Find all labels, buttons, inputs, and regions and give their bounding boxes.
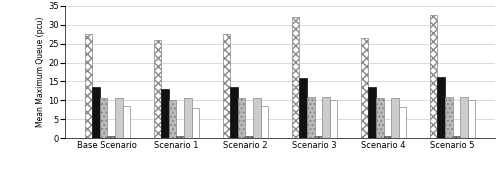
- Bar: [368, 87, 376, 138]
- Bar: [161, 89, 169, 138]
- Bar: [300, 79, 307, 138]
- Bar: [391, 98, 399, 138]
- Bar: [314, 136, 322, 138]
- Bar: [399, 107, 406, 138]
- Bar: [222, 34, 230, 138]
- Bar: [330, 100, 338, 138]
- Bar: [169, 100, 176, 138]
- Bar: [384, 136, 391, 138]
- Bar: [438, 77, 445, 138]
- Bar: [260, 106, 268, 138]
- Bar: [84, 34, 92, 138]
- Bar: [108, 136, 115, 138]
- Bar: [176, 136, 184, 138]
- Bar: [322, 97, 330, 138]
- Bar: [92, 87, 100, 138]
- Bar: [154, 40, 161, 138]
- Bar: [184, 98, 192, 138]
- Bar: [376, 98, 384, 138]
- Bar: [192, 108, 199, 138]
- Bar: [292, 17, 300, 138]
- Bar: [307, 97, 314, 138]
- Y-axis label: Mean Maximum Queue (pcu): Mean Maximum Queue (pcu): [36, 17, 46, 127]
- Bar: [246, 136, 253, 138]
- Bar: [460, 97, 468, 138]
- Bar: [115, 98, 122, 138]
- Bar: [253, 98, 260, 138]
- Bar: [430, 15, 438, 138]
- Bar: [452, 136, 460, 138]
- Bar: [445, 97, 452, 138]
- Bar: [100, 98, 108, 138]
- Bar: [468, 100, 475, 138]
- Bar: [238, 98, 246, 138]
- Bar: [122, 106, 130, 138]
- Bar: [361, 38, 368, 138]
- Bar: [230, 87, 238, 138]
